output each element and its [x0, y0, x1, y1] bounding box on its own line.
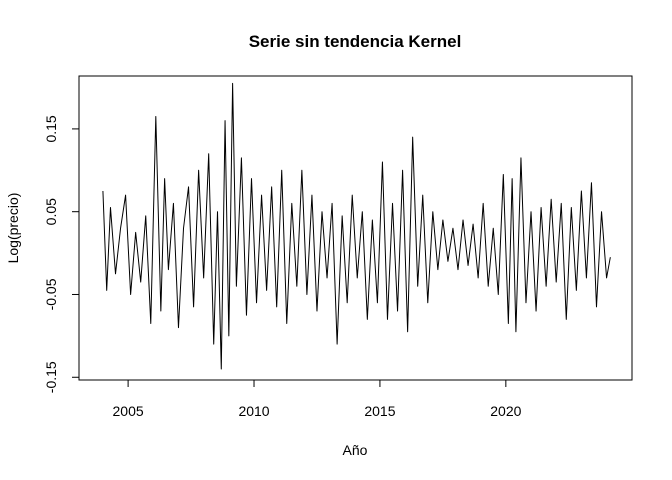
x-tick-label: 2015 — [364, 403, 395, 419]
y-axis-label: Log(precio) — [5, 193, 21, 264]
series-line — [102, 82, 611, 370]
x-axis: 2005 2010 2015 2020 — [113, 379, 522, 419]
x-axis-label: Año — [343, 442, 368, 458]
y-tick-label: 0.05 — [43, 198, 59, 225]
y-axis: -0.15 -0.05 0.05 0.15 — [43, 115, 80, 393]
series-layer — [102, 82, 611, 370]
y-tick-label: -0.05 — [43, 278, 59, 310]
x-tick-label: 2005 — [113, 403, 144, 419]
y-tick-label: 0.15 — [43, 115, 59, 142]
x-tick-label: 2020 — [490, 403, 521, 419]
chart-title: Serie sin tendencia Kernel — [249, 32, 462, 51]
x-tick-label: 2010 — [238, 403, 269, 419]
y-tick-label: -0.15 — [43, 361, 59, 393]
